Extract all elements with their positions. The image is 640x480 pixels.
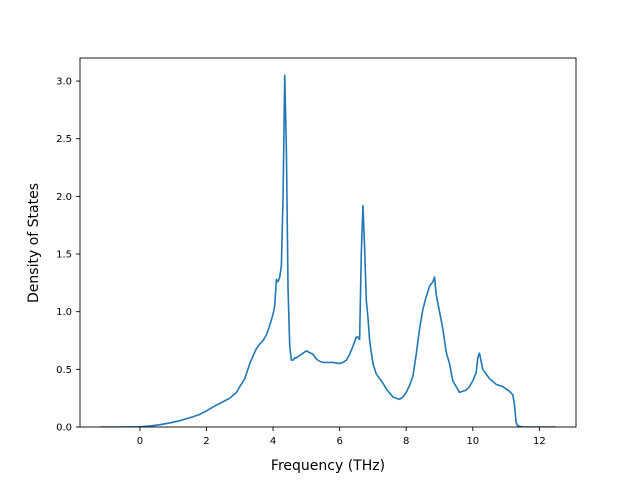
- x-tick-label: 10: [466, 436, 479, 447]
- x-tick-label: 4: [270, 436, 276, 447]
- x-tick-label: 8: [403, 436, 409, 447]
- axes-frame: [79, 57, 577, 428]
- x-tick-label: 2: [203, 436, 209, 447]
- y-tick-label: 2.0: [56, 192, 72, 203]
- dos-series-line: [99, 74, 557, 427]
- y-tick-label: 1.0: [56, 307, 72, 318]
- x-tick-label: 6: [336, 436, 342, 447]
- plot-area: [79, 57, 577, 428]
- y-tick-label: 0.0: [56, 423, 72, 434]
- y-tick-label: 0.5: [56, 365, 72, 376]
- y-tick-label: 1.5: [56, 250, 72, 261]
- x-tick-label: 0: [137, 436, 143, 447]
- x-axis-ticks: 0 2 4 6 8 10 12: [137, 427, 546, 447]
- x-tick-label: 12: [533, 436, 546, 447]
- y-tick-label: 3.0: [56, 77, 72, 88]
- y-tick-label: 2.5: [56, 134, 72, 145]
- y-axis-ticks: 0.0 0.5 1.0 1.5 2.0 2.5 3.0: [56, 77, 80, 434]
- x-axis-label: Frequency (THz): [271, 458, 385, 474]
- y-axis-label: Density of States: [26, 183, 42, 303]
